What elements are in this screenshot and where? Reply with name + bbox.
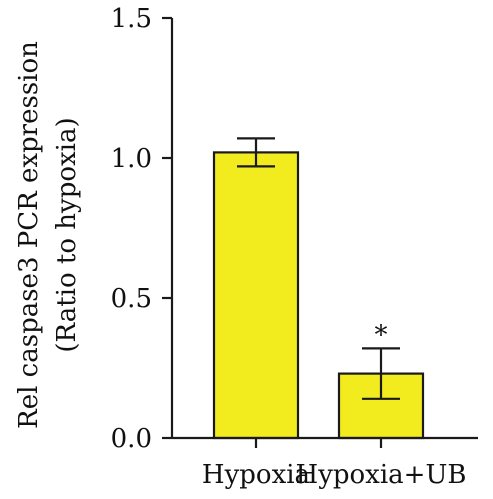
bars bbox=[212, 151, 425, 440]
annotations: * bbox=[375, 320, 388, 350]
y-axis-ticks: 0.0 0.5 1.0 1.5 bbox=[111, 4, 172, 454]
y-axis-label-line-2: (Ratio to hypoxia) bbox=[52, 117, 82, 352]
y-tick-label-1: 0.5 bbox=[111, 284, 152, 314]
y-tick-label-3: 1.5 bbox=[111, 4, 152, 34]
x-tick-label-0: Hypoxia bbox=[202, 460, 310, 490]
error-bars bbox=[237, 137, 400, 400]
x-tick-label-1: Hypoxia+UB bbox=[296, 460, 467, 490]
y-tick-label-2: 1.0 bbox=[111, 144, 152, 174]
significance-marker-1: * bbox=[375, 320, 388, 350]
y-axis-label-line-1: Rel caspase3 PCR expression bbox=[14, 41, 44, 429]
y-axis-label: Rel caspase3 PCR expression (Ratio to hy… bbox=[14, 41, 82, 429]
bar-0 bbox=[212, 151, 300, 440]
y-tick-label-0: 0.0 bbox=[111, 424, 152, 454]
